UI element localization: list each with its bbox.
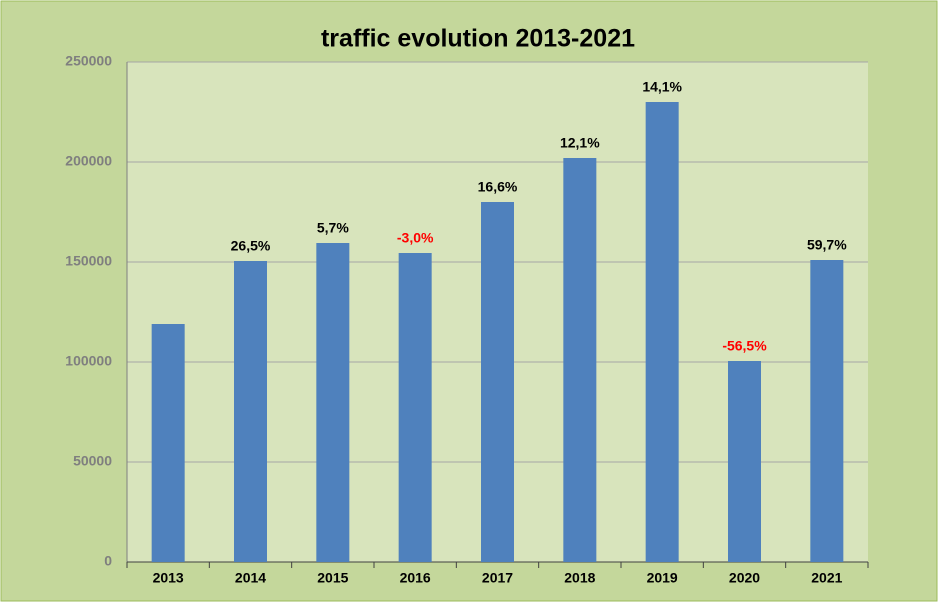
x-tick-label: 2021: [811, 570, 842, 586]
annotation: 26,5%: [231, 238, 271, 254]
y-tick-label: 150000: [65, 253, 112, 269]
annotation: 14,1%: [642, 79, 682, 95]
y-tick-label: 50000: [73, 453, 112, 469]
annotation: -56,5%: [722, 338, 767, 354]
y-tick-label: 100000: [65, 353, 112, 369]
bar: [481, 202, 514, 562]
bar: [234, 261, 267, 562]
x-tick-label: 2016: [400, 570, 431, 586]
annotation: 12,1%: [560, 135, 600, 151]
x-tick-label: 2020: [729, 570, 760, 586]
x-tick-label: 2019: [647, 570, 678, 586]
x-tick-label: 2015: [317, 570, 348, 586]
bar: [645, 102, 679, 562]
bar: [728, 361, 761, 562]
y-tick-label: 200000: [65, 153, 112, 169]
annotation: -3,0%: [397, 230, 434, 246]
x-tick-label: 2018: [564, 570, 595, 586]
bar: [316, 243, 350, 562]
x-tick-label: 2013: [153, 570, 184, 586]
bar: [398, 253, 432, 562]
annotation: 16,6%: [478, 179, 518, 195]
y-tick-label: 250000: [65, 53, 112, 69]
bar: [563, 158, 597, 562]
x-tick-label: 2017: [482, 570, 513, 586]
bar: [810, 260, 844, 562]
chart-title: traffic evolution 2013-2021: [321, 25, 635, 53]
annotation: 59,7%: [807, 237, 847, 253]
x-tick-label: 2014: [235, 570, 266, 586]
bar: [151, 324, 185, 562]
annotation: 5,7%: [317, 220, 349, 236]
y-tick-label: 0: [104, 553, 112, 569]
